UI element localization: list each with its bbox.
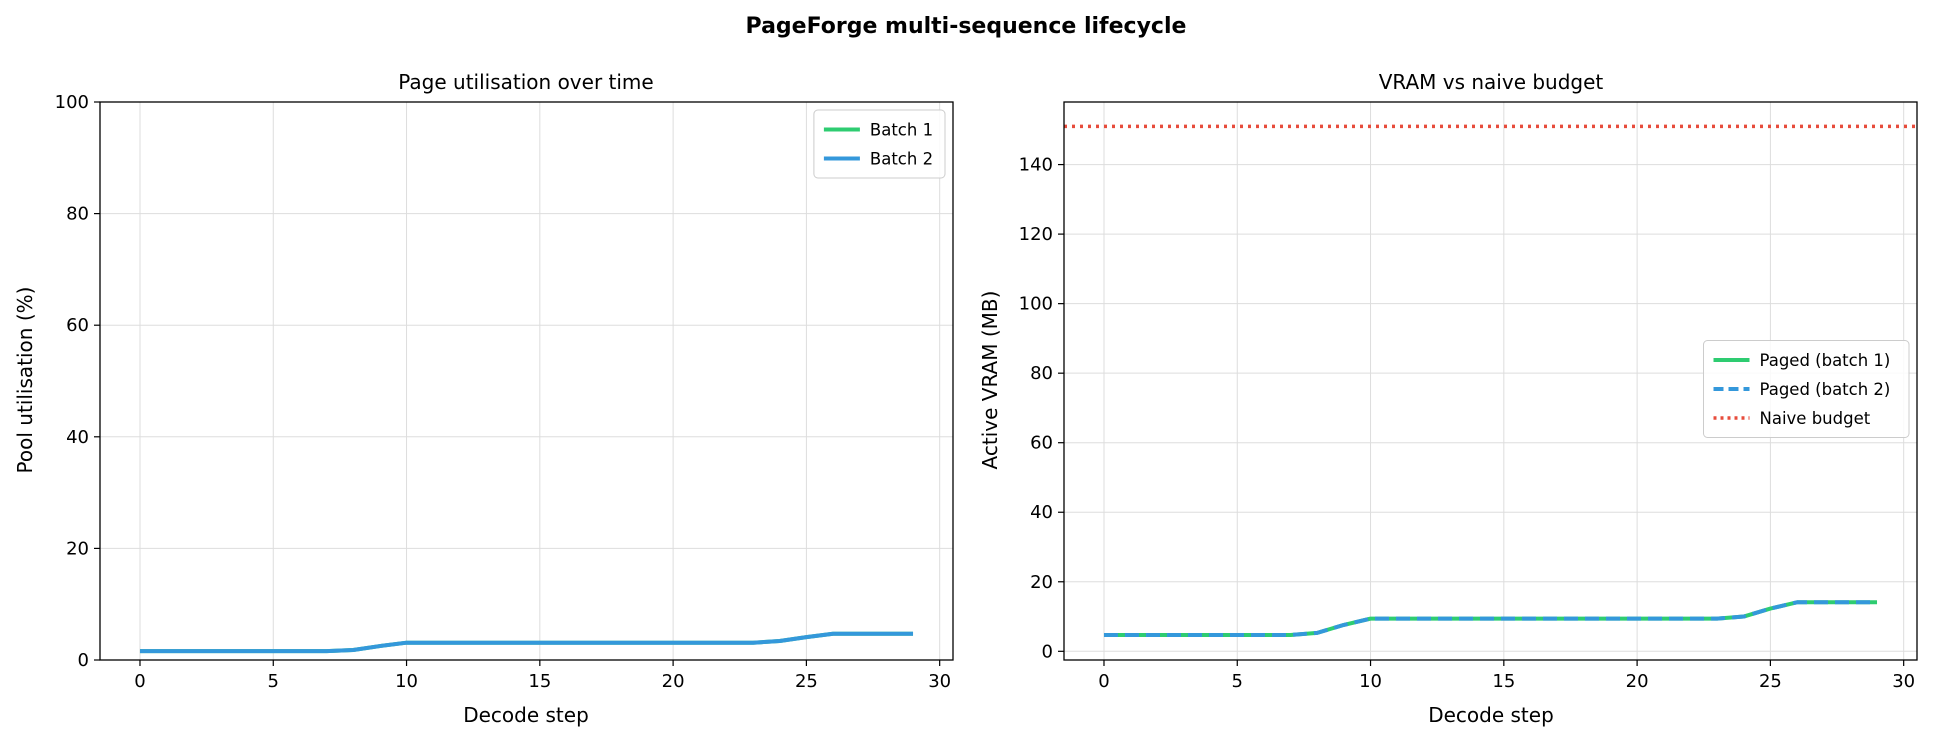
y-axis-label: Pool utilisation (%)	[13, 287, 37, 474]
series-group	[139, 631, 914, 654]
y-tick-label: 0	[1042, 641, 1053, 662]
y-axis-label: Active VRAM (MB)	[978, 291, 1002, 470]
x-tick-label: 25	[795, 671, 818, 692]
y-tick-label: 140	[1019, 155, 1053, 176]
figure-suptitle: PageForge multi-sequence lifecycle	[746, 14, 1187, 39]
legend: Paged (batch 1) Paged (batch 2) Naive budg…	[1703, 340, 1910, 438]
y-tick-label: 40	[66, 427, 89, 448]
legend: Batch 1 Batch 2	[813, 109, 946, 179]
x-tick-label: 5	[1232, 671, 1243, 692]
y-tick-label: 60	[1030, 433, 1053, 454]
series-line-paged-batch-2	[1103, 600, 1878, 637]
x-tick-label: 15	[528, 671, 551, 692]
x-axis-label: Decode step	[1428, 703, 1554, 727]
y-tick-label: 40	[1030, 502, 1053, 523]
series-group	[1064, 124, 1917, 637]
x-tick-label: 20	[1626, 671, 1649, 692]
legend-label: Batch 1	[870, 121, 933, 140]
legend-box	[1703, 340, 1910, 438]
legend-label: Paged (batch 2)	[1760, 380, 1891, 399]
y-tick-label: 80	[1030, 363, 1053, 384]
x-tick-label: 20	[662, 671, 685, 692]
x-tick-label: 15	[1492, 671, 1515, 692]
y-tick-label: 20	[66, 538, 89, 559]
axes-frame	[99, 101, 954, 661]
chart-title: Page utilisation over time	[398, 70, 653, 94]
x-tick-label: 25	[1759, 671, 1782, 692]
y-tick-label: 20	[1030, 572, 1053, 593]
x-tick-label: 5	[268, 671, 279, 692]
y-tick-label: 0	[78, 650, 89, 671]
y-tick-label: 60	[66, 315, 89, 336]
legend-label: Paged (batch 1)	[1760, 351, 1891, 370]
x-tick-label: 10	[1359, 671, 1382, 692]
y-tick-label: 80	[66, 204, 89, 225]
chart-pool-utilisation: Page utilisation over time Decode step P…	[13, 70, 954, 727]
grid	[100, 101, 953, 661]
x-tick-label: 10	[395, 671, 418, 692]
axes-frame	[1063, 101, 1918, 661]
legend-label: Batch 2	[870, 150, 933, 169]
grid	[1064, 102, 1917, 660]
y-tick-label: 120	[1019, 224, 1053, 245]
legend-box	[813, 109, 946, 179]
series-line-batch-2	[139, 631, 914, 654]
y-tick-label: 100	[55, 92, 89, 113]
x-tick-label: 30	[1892, 671, 1915, 692]
x-tick-label: 0	[1098, 671, 1109, 692]
y-tick-label: 100	[1019, 294, 1053, 315]
x-axis-label: Decode step	[463, 703, 589, 727]
x-tick-label: 0	[134, 671, 145, 692]
chart-vram-vs-budget: VRAM vs naive budget Decode step Active …	[978, 70, 1918, 727]
chart-title: VRAM vs naive budget	[1379, 70, 1604, 94]
legend-label: Naive budget	[1760, 409, 1871, 428]
x-tick-label: 30	[928, 671, 951, 692]
